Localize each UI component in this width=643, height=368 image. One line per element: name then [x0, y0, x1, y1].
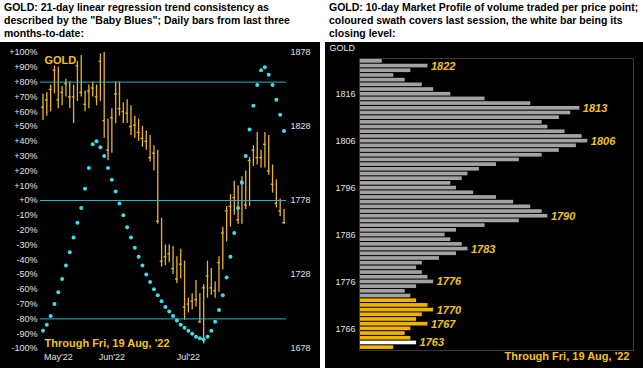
- svg-text:GOLD: GOLD: [45, 54, 77, 66]
- svg-text:1878: 1878: [291, 47, 311, 57]
- svg-text:+20%: +20%: [14, 166, 37, 176]
- svg-text:1766: 1766: [335, 324, 355, 334]
- svg-text:+30%: +30%: [14, 151, 37, 161]
- svg-text:1770: 1770: [437, 304, 462, 316]
- html-text:GOLD: 21-day linear regression: GOLD: 21-day linear regression trend con…: [4, 1, 290, 39]
- svg-text:+80%: +80%: [14, 77, 37, 87]
- svg-text:1813: 1813: [583, 102, 607, 114]
- svg-text:-30%: -30%: [16, 240, 37, 250]
- svg-text:-70%: -70%: [16, 299, 37, 309]
- svg-text:1786: 1786: [335, 230, 355, 240]
- svg-text:-100%: -100%: [11, 343, 37, 353]
- svg-text:1728: 1728: [291, 269, 311, 279]
- svg-text:+50%: +50%: [14, 121, 37, 131]
- svg-text:1678: 1678: [291, 343, 311, 353]
- svg-text:1783: 1783: [471, 243, 495, 255]
- svg-text:May'22: May'22: [44, 352, 73, 362]
- svg-text:-50%: -50%: [16, 269, 37, 279]
- svg-text:-10%: -10%: [16, 210, 37, 220]
- svg-text:1778: 1778: [291, 195, 311, 205]
- svg-text:1776: 1776: [335, 277, 355, 287]
- svg-text:-80%: -80%: [16, 314, 37, 324]
- svg-text:-40%: -40%: [16, 255, 37, 265]
- svg-text:+60%: +60%: [14, 107, 37, 117]
- svg-text:+10%: +10%: [14, 181, 37, 191]
- svg-text:+70%: +70%: [14, 92, 37, 102]
- svg-text:Through Fri, 19 Aug, '22: Through Fri, 19 Aug, '22: [45, 337, 170, 349]
- svg-text:1767: 1767: [431, 318, 456, 330]
- svg-text:+100%: +100%: [9, 47, 37, 57]
- svg-text:-90%: -90%: [16, 329, 37, 339]
- svg-text:1806: 1806: [591, 135, 616, 147]
- svg-text:+90%: +90%: [14, 62, 37, 72]
- svg-text:1776: 1776: [437, 275, 462, 287]
- svg-text:+40%: +40%: [14, 136, 37, 146]
- html-text:GOLD: 10-day Market Profile of: GOLD: 10-day Market Profile of volume tr…: [329, 1, 639, 39]
- svg-text:1796: 1796: [335, 183, 355, 193]
- svg-text:1763: 1763: [420, 336, 444, 348]
- svg-text:-60%: -60%: [16, 284, 37, 294]
- svg-text:1816: 1816: [335, 89, 355, 99]
- svg-text:1828: 1828: [291, 121, 311, 131]
- svg-text:1806: 1806: [335, 136, 355, 146]
- svg-text:GOLD: GOLD: [330, 43, 356, 53]
- svg-text:1822: 1822: [431, 60, 455, 72]
- svg-text:1790: 1790: [551, 210, 576, 222]
- svg-text:-20%: -20%: [16, 225, 37, 235]
- svg-text:Jul'22: Jul'22: [177, 352, 200, 362]
- svg-text:Through Fri, 19 Aug, '22: Through Fri, 19 Aug, '22: [504, 350, 629, 362]
- svg-text:+0%: +0%: [19, 195, 37, 205]
- svg-text:Jun'22: Jun'22: [99, 352, 125, 362]
